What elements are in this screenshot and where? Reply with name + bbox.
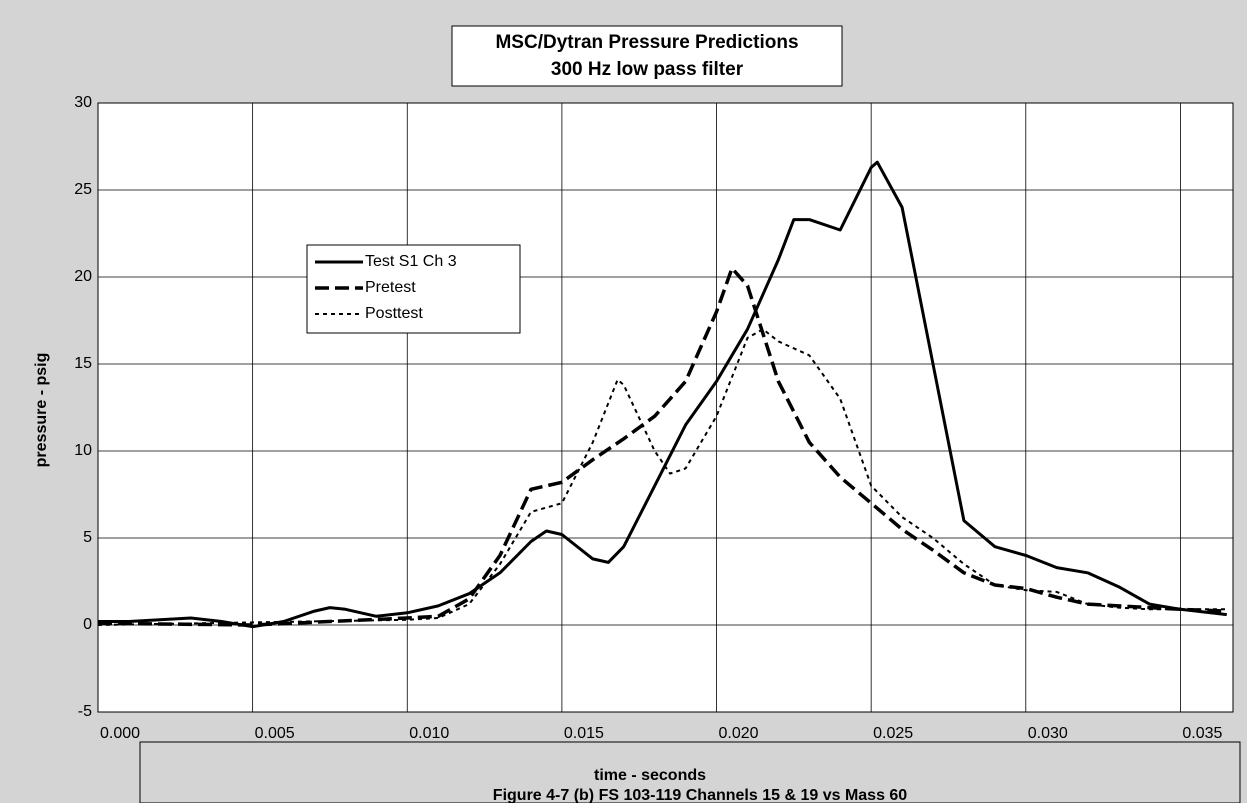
chart-subtitle: 300 Hz low pass filter <box>551 59 744 80</box>
legend-label: Posttest <box>365 305 423 322</box>
x-tick-label: 0.025 <box>873 725 913 742</box>
y-tick-label: 15 <box>74 355 92 372</box>
x-tick-label: 0.015 <box>564 725 604 742</box>
y-tick-label: 10 <box>74 442 92 459</box>
x-tick-label: 0.005 <box>255 725 295 742</box>
y-tick-label: 30 <box>74 94 92 111</box>
x-tick-label: 0.010 <box>409 725 449 742</box>
y-axis-label: pressure - psig <box>33 353 50 468</box>
chart-title: MSC/Dytran Pressure Predictions <box>495 32 798 53</box>
y-tick-label: 20 <box>74 268 92 285</box>
y-tick-label: 5 <box>83 529 92 546</box>
legend-label: Pretest <box>365 279 416 296</box>
y-tick-label: 25 <box>74 181 92 198</box>
title-box <box>451 25 843 87</box>
x-tick-label: 0.035 <box>1182 725 1222 742</box>
x-axis-label: time - seconds <box>594 767 706 784</box>
x-tick-label: 0.020 <box>719 725 759 742</box>
y-tick-label: -5 <box>78 703 92 720</box>
plot-area <box>97 102 1234 713</box>
caption-box <box>139 741 1241 803</box>
legend-label: Test S1 Ch 3 <box>365 253 457 270</box>
x-tick-label: 0.030 <box>1028 725 1068 742</box>
caption: Figure 4-7 (b) FS 103-119 Channels 15 & … <box>493 787 908 803</box>
x-tick-label: 0.000 <box>100 725 140 742</box>
y-tick-label: 0 <box>83 616 92 633</box>
plot-layer: -5 0 5 10 15 20 25 30 0.000 0.005 0.010 0.015 0.020 0… <box>74 94 1233 742</box>
series-line <box>98 160 1227 629</box>
series-line <box>97 328 1227 626</box>
series-line <box>97 266 1227 627</box>
